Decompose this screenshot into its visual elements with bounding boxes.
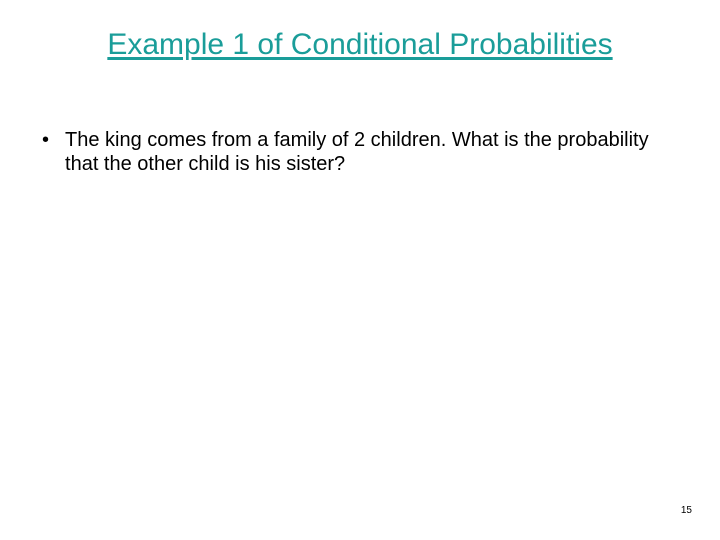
bullet-list: • The king comes from a family of 2 chil… xyxy=(42,128,680,176)
bullet-marker: • xyxy=(42,127,49,153)
bullet-text: The king comes from a family of 2 childr… xyxy=(65,128,680,176)
bullet-item: • The king comes from a family of 2 chil… xyxy=(42,128,680,176)
page-number: 15 xyxy=(681,505,692,516)
slide-title: Example 1 of Conditional Probabilities xyxy=(0,28,720,62)
